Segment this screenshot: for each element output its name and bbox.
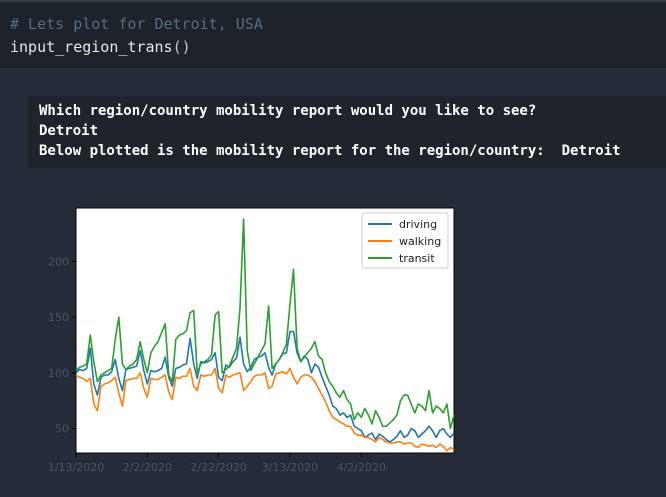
x-tick-label: 1/13/2020 (48, 461, 104, 474)
y-axis: 50 100 150 200 (48, 255, 76, 436)
output-message: Below plotted is the mobility report for… (39, 143, 621, 159)
series-line-driving (75, 330, 455, 443)
y-tick-label: 150 (48, 311, 69, 324)
x-tick-label: 2/22/2020 (190, 461, 246, 474)
legend-label-driving: driving (399, 218, 437, 231)
x-axis: 1/13/2020 2/2/2020 2/22/2020 3/13/2020 4/2/2… (48, 453, 386, 474)
function-parens: () (172, 38, 191, 56)
output-answer: Detroit (39, 123, 99, 139)
y-tick-label: 100 (48, 367, 69, 380)
legend-box (361, 212, 449, 269)
function-name: input_region_trans (10, 38, 173, 56)
series-line-transit (75, 218, 455, 430)
mobility-line-chart: 50 100 150 200 1/13/2020 2/2/2020 2/22/2020 3/… (48, 207, 455, 474)
x-tick-label: 3/13/2020 (262, 461, 318, 474)
chart-container: 50 100 150 200 1/13/2020 2/2/2020 2/22/2020 3/… (0, 190, 666, 493)
y-tick-label: 200 (48, 255, 69, 268)
y-tick-label: 50 (55, 423, 69, 436)
code-function-call: input_region_trans() (10, 37, 191, 57)
legend-label-transit: transit (399, 252, 435, 265)
legend: driving walking transit (361, 212, 449, 269)
code-input-cell[interactable]: # Lets plot for Detroit, USA input_regio… (0, 0, 666, 68)
output-prompt: Which region/country mobility report wou… (39, 103, 537, 119)
x-tick-label: 2/2/2020 (123, 461, 172, 474)
code-comment: # Lets plot for Detroit, USA (10, 15, 263, 33)
legend-label-walking: walking (399, 235, 441, 248)
x-tick-label: 4/2/2020 (337, 461, 386, 474)
series-lines (75, 218, 455, 452)
cell-output: Which region/country mobility report wou… (28, 96, 666, 168)
series-line-walking (75, 367, 455, 452)
